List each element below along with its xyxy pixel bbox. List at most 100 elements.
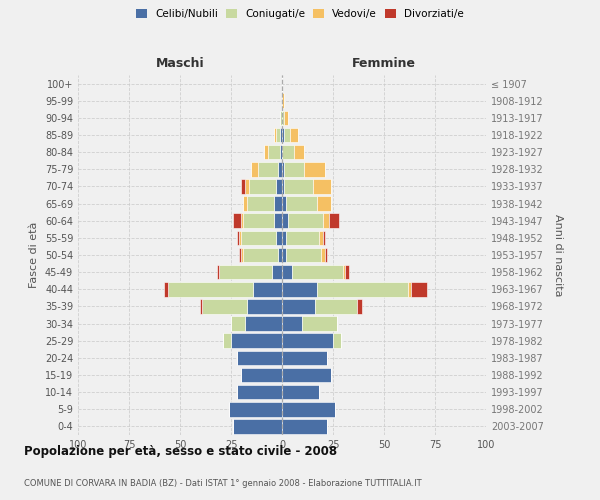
Bar [314,299,358,314]
Bar [219,265,272,280]
Bar [247,299,282,314]
Bar [282,94,284,108]
Bar [274,196,282,211]
Bar [257,162,278,176]
Bar [282,128,284,142]
Bar [329,214,339,228]
Bar [263,145,268,160]
Bar [282,334,333,348]
Text: Maschi: Maschi [155,57,205,70]
Bar [241,368,282,382]
Bar [241,230,276,245]
Bar [202,299,247,314]
Bar [282,265,292,280]
Bar [272,265,282,280]
Bar [284,162,304,176]
Bar [292,265,343,280]
Bar [282,402,335,416]
Bar [345,265,349,280]
Bar [290,128,298,142]
Bar [237,350,282,365]
Y-axis label: Fasce di età: Fasce di età [29,222,39,288]
Bar [282,179,284,194]
Bar [245,316,282,331]
Bar [284,110,288,125]
Bar [323,230,325,245]
Bar [343,265,345,280]
Bar [276,179,282,194]
Bar [282,419,327,434]
Bar [231,316,245,331]
Bar [313,179,331,194]
Bar [325,248,327,262]
Bar [280,128,282,142]
Bar [282,110,284,125]
Bar [251,162,257,176]
Text: Femmine: Femmine [352,57,416,70]
Bar [241,214,243,228]
Text: COMUNE DI CORVARA IN BADIA (BZ) - Dati ISTAT 1° gennaio 2008 - Elaborazione TUTT: COMUNE DI CORVARA IN BADIA (BZ) - Dati I… [24,478,422,488]
Bar [282,350,327,365]
Bar [229,402,282,416]
Bar [294,145,304,160]
Bar [282,145,294,160]
Bar [302,316,337,331]
Bar [282,162,284,176]
Bar [317,196,331,211]
Bar [253,282,282,296]
Legend: Celibi/Nubili, Coniugati/e, Vedovi/e, Divorziati/e: Celibi/Nubili, Coniugati/e, Vedovi/e, Di… [132,5,468,24]
Y-axis label: Anni di nascita: Anni di nascita [553,214,563,296]
Bar [247,196,274,211]
Bar [280,110,282,125]
Bar [333,334,341,348]
Bar [276,128,280,142]
Bar [288,214,323,228]
Bar [243,214,274,228]
Bar [304,162,325,176]
Bar [217,265,219,280]
Bar [233,214,241,228]
Bar [282,248,286,262]
Bar [282,316,302,331]
Bar [317,282,409,296]
Bar [223,334,231,348]
Bar [168,282,253,296]
Bar [241,179,245,194]
Bar [274,128,276,142]
Bar [241,248,243,262]
Bar [278,162,282,176]
Bar [237,385,282,400]
Bar [319,230,323,245]
Bar [358,299,362,314]
Bar [286,230,319,245]
Bar [237,230,239,245]
Bar [286,196,317,211]
Bar [245,179,250,194]
Bar [243,248,278,262]
Bar [278,248,282,262]
Bar [268,145,280,160]
Bar [282,196,286,211]
Text: Popolazione per età, sesso e stato civile - 2008: Popolazione per età, sesso e stato civil… [24,444,337,458]
Bar [239,248,241,262]
Bar [410,282,427,296]
Bar [164,282,168,296]
Bar [321,248,325,262]
Bar [282,230,286,245]
Bar [282,368,331,382]
Bar [286,248,321,262]
Bar [276,230,282,245]
Bar [323,214,329,228]
Bar [274,214,282,228]
Bar [250,179,276,194]
Bar [282,282,317,296]
Bar [282,385,319,400]
Bar [233,419,282,434]
Bar [239,230,241,245]
Bar [282,214,288,228]
Bar [409,282,410,296]
Bar [200,299,202,314]
Bar [284,179,313,194]
Bar [231,334,282,348]
Bar [282,299,314,314]
